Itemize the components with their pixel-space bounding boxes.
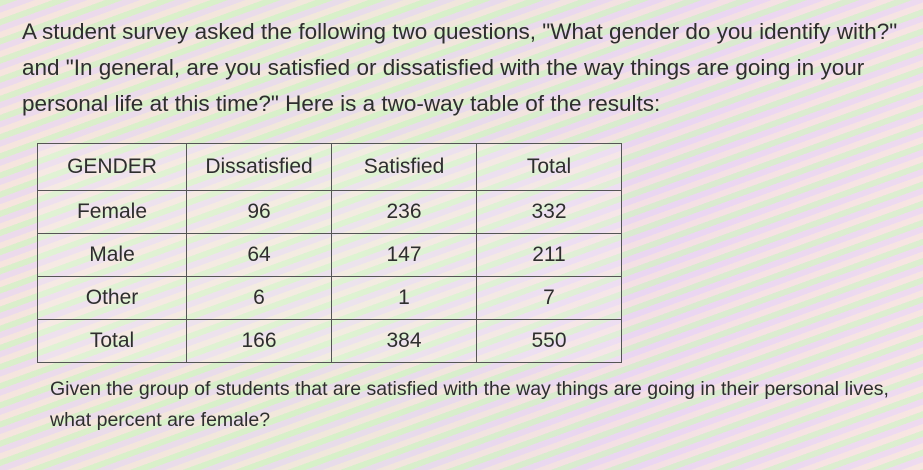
cell: 384 [331, 319, 477, 363]
table-row: Other 6 1 7 [37, 276, 622, 320]
two-way-table: GENDER Dissatisfied Satisfied Total Fema… [37, 143, 622, 363]
cell: 64 [186, 233, 332, 277]
row-label: Other [37, 276, 187, 320]
cell: 96 [186, 190, 332, 234]
header-satisfied: Satisfied [331, 143, 477, 191]
header-total: Total [476, 143, 622, 191]
cell: 211 [476, 233, 622, 277]
table-row: Female 96 236 332 [37, 190, 622, 234]
row-label: Male [37, 233, 187, 277]
header-gender: GENDER [37, 143, 187, 191]
cell: 550 [476, 319, 622, 363]
table-row: Male 64 147 211 [37, 233, 622, 277]
row-label: Total [37, 319, 187, 363]
cell: 147 [331, 233, 477, 277]
cell: 236 [331, 190, 477, 234]
table-header-row: GENDER Dissatisfied Satisfied Total [37, 143, 622, 191]
cell: 7 [476, 276, 622, 320]
header-dissatisfied: Dissatisfied [186, 143, 332, 191]
table-total-row: Total 166 384 550 [37, 319, 622, 363]
cell: 166 [186, 319, 332, 363]
cell: 6 [186, 276, 332, 320]
cell: 1 [331, 276, 477, 320]
cell: 332 [476, 190, 622, 234]
survey-intro-text: A student survey asked the following two… [22, 19, 898, 116]
question-text: Given the group of students that are sat… [50, 378, 889, 431]
row-label: Female [37, 190, 187, 234]
